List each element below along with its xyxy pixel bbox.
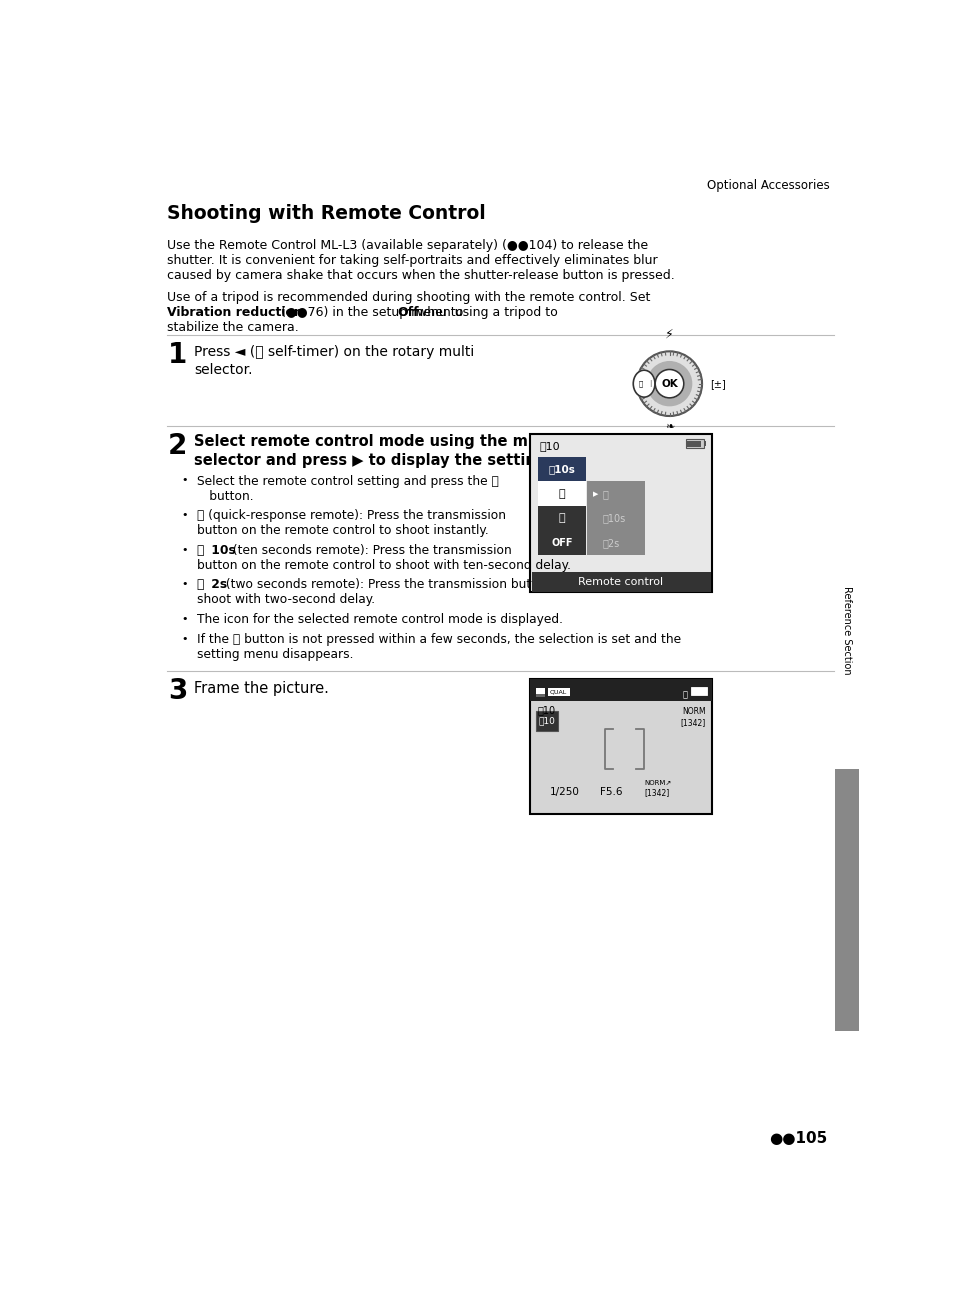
Text: ⏲10: ⏲10 <box>538 440 559 451</box>
Text: Press ◄ (⏲ self-timer) on the rotary multi: Press ◄ (⏲ self-timer) on the rotary mul… <box>194 346 475 359</box>
Text: Ⓛ10: Ⓛ10 <box>537 706 556 715</box>
Text: OK: OK <box>660 378 678 389</box>
Bar <box>536 689 545 696</box>
Text: •: • <box>181 614 188 624</box>
Bar <box>547 689 569 696</box>
Circle shape <box>647 361 691 406</box>
Text: shutter. It is convenient for taking self-portraits and effectively eliminates b: shutter. It is convenient for taking sel… <box>167 255 658 267</box>
Text: QUAL: QUAL <box>550 690 567 695</box>
Text: Select remote control mode using the multi: Select remote control mode using the mul… <box>194 435 556 449</box>
Bar <box>537 506 585 531</box>
Text: ▶: ▶ <box>592 491 598 497</box>
Text: Ⓛ: Ⓛ <box>558 489 564 499</box>
Bar <box>536 694 545 696</box>
Text: OFF: OFF <box>551 537 572 548</box>
Text: F5.6: F5.6 <box>599 787 621 798</box>
Text: 2s: 2s <box>207 578 227 591</box>
Ellipse shape <box>633 371 655 397</box>
Text: caused by camera shake that occurs when the shutter-release button is pressed.: caused by camera shake that occurs when … <box>167 269 675 283</box>
Text: The icon for the selected remote control mode is displayed.: The icon for the selected remote control… <box>196 614 562 627</box>
Bar <box>530 679 711 700</box>
Text: 3: 3 <box>168 678 187 706</box>
Text: |: | <box>648 380 651 388</box>
Text: Frame the picture.: Frame the picture. <box>194 681 329 696</box>
Text: Ⓛ2s: Ⓛ2s <box>602 537 619 548</box>
Bar <box>703 442 705 445</box>
Text: ❧: ❧ <box>664 422 674 432</box>
Text: •: • <box>181 544 188 555</box>
Text: •: • <box>181 579 188 589</box>
Text: Use of a tripod is recommended during shooting with the remote control. Set: Use of a tripod is recommended during sh… <box>167 292 650 305</box>
FancyBboxPatch shape <box>685 439 703 448</box>
Text: button on the remote control to shoot instantly.: button on the remote control to shoot in… <box>196 524 488 537</box>
Text: (ten seconds remote): Press the transmission: (ten seconds remote): Press the transmis… <box>229 544 511 557</box>
Text: Shooting with Remote Control: Shooting with Remote Control <box>167 204 485 223</box>
Text: ●●105: ●●105 <box>768 1131 827 1146</box>
Text: [±]: [±] <box>709 378 725 389</box>
Text: Ⓛ: Ⓛ <box>602 489 608 499</box>
Bar <box>537 481 585 506</box>
Circle shape <box>655 369 683 398</box>
Text: Off: Off <box>397 306 418 319</box>
Text: stabilize the camera.: stabilize the camera. <box>167 322 298 334</box>
Text: button.: button. <box>196 490 253 502</box>
Text: button on the remote control to shoot with ten-second delay.: button on the remote control to shoot wi… <box>196 558 570 572</box>
Text: 1/250: 1/250 <box>549 787 578 798</box>
Text: when using a tripod to: when using a tripod to <box>412 306 557 319</box>
Text: Ⓛ10s: Ⓛ10s <box>602 514 625 523</box>
Text: selector and press ▶ to display the setting.: selector and press ▶ to display the sett… <box>194 453 552 468</box>
Bar <box>587 481 645 556</box>
Text: •: • <box>181 510 188 520</box>
Text: If the Ⓚ button is not pressed within a few seconds, the selection is set and th: If the Ⓚ button is not pressed within a … <box>196 633 680 645</box>
Text: (●●76) in the setup menu to: (●●76) in the setup menu to <box>277 306 467 319</box>
Text: Select the remote control setting and press the Ⓚ: Select the remote control setting and pr… <box>196 474 498 487</box>
Text: Ⓛ: Ⓛ <box>196 544 204 557</box>
Bar <box>537 531 585 556</box>
Text: Reference Section: Reference Section <box>841 586 851 675</box>
FancyBboxPatch shape <box>691 687 706 695</box>
Text: Optional Accessories: Optional Accessories <box>706 179 829 192</box>
Text: NORM↗: NORM↗ <box>644 781 671 786</box>
Text: ⏲10s: ⏲10s <box>548 464 575 474</box>
Text: ⏲: ⏲ <box>639 380 642 388</box>
Text: Ⓛ: Ⓛ <box>558 514 564 523</box>
FancyBboxPatch shape <box>530 434 711 591</box>
Bar <box>531 572 710 591</box>
Text: setting menu disappears.: setting menu disappears. <box>196 648 353 661</box>
Bar <box>536 711 558 732</box>
Text: Vibration reduction: Vibration reduction <box>167 306 303 319</box>
Text: •: • <box>181 633 188 644</box>
Text: •: • <box>181 476 188 485</box>
Text: NORM
[1342]: NORM [1342] <box>679 707 705 727</box>
Text: shoot with two-second delay.: shoot with two-second delay. <box>196 594 375 607</box>
Circle shape <box>637 351 701 417</box>
Bar <box>537 457 585 481</box>
Text: Ⓛ (quick-response remote): Press the transmission: Ⓛ (quick-response remote): Press the tra… <box>196 510 505 522</box>
Bar <box>835 769 858 1031</box>
Text: Use the Remote Control ML-L3 (available separately) (●●104) to release the: Use the Remote Control ML-L3 (available … <box>167 239 648 252</box>
Text: 2: 2 <box>168 432 187 460</box>
Bar <box>686 442 700 447</box>
Text: [1342]: [1342] <box>644 787 669 796</box>
Text: ⚡: ⚡ <box>664 327 673 340</box>
Text: (two seconds remote): Press the transmission button on the remote control to: (two seconds remote): Press the transmis… <box>222 578 705 591</box>
FancyBboxPatch shape <box>530 679 711 813</box>
Text: Remote control: Remote control <box>578 577 663 586</box>
Text: 1: 1 <box>168 342 187 369</box>
Text: Ⓣ: Ⓣ <box>681 690 687 699</box>
Text: Ⓛ: Ⓛ <box>196 578 204 591</box>
Text: 10s: 10s <box>207 544 235 557</box>
Text: selector.: selector. <box>194 363 253 377</box>
Text: Ⓛ10: Ⓛ10 <box>538 717 555 725</box>
